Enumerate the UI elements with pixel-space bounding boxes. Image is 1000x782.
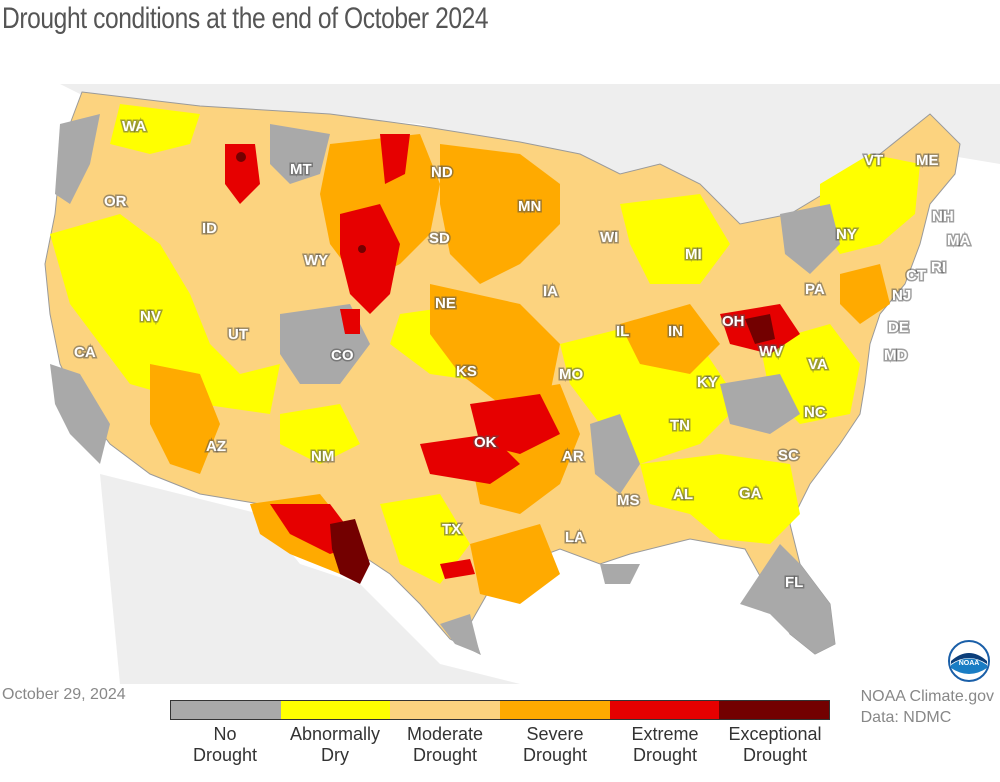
state-label: NV	[140, 308, 161, 325]
state-label: RI	[931, 259, 946, 276]
legend-swatch-severe	[500, 701, 610, 719]
state-label: MD	[884, 347, 907, 364]
credit-source: NOAA Climate.gov	[860, 688, 994, 705]
legend-label-no-drought: No Drought	[192, 724, 258, 765]
state-label: MN	[518, 198, 541, 215]
state-label: KY	[697, 374, 718, 391]
legend-swatch-abnormally-dry	[280, 701, 391, 719]
state-label: VA	[808, 356, 828, 373]
noaa-logo: NOAA	[948, 640, 990, 687]
legend-label-severe: Severe Drought	[522, 724, 588, 765]
extreme-drought-areas	[225, 134, 800, 579]
state-label: NY	[836, 226, 857, 243]
legend-label-abnormally-dry: Abnormally Dry	[289, 724, 381, 765]
state-label: NJ	[892, 287, 911, 304]
state-label: IL	[616, 323, 629, 340]
legend-label-extreme: Extreme Drought	[631, 724, 699, 765]
legend-swatch-extreme	[609, 701, 720, 719]
state-label: MS	[617, 492, 640, 509]
state-label: MA	[947, 232, 970, 249]
state-label: IN	[668, 323, 683, 340]
drought-legend: No Drought Abnormally Dry Moderate Drought …	[170, 700, 830, 766]
map-title: Drought conditions at the end of October…	[2, 2, 489, 35]
state-label: PA	[805, 281, 825, 298]
state-label: MO	[559, 366, 583, 383]
state-label: CO	[331, 347, 354, 364]
state-label: OK	[474, 434, 497, 451]
state-label: LA	[565, 529, 585, 546]
state-label: IA	[543, 283, 558, 300]
state-label: VT	[864, 152, 883, 169]
state-label: SD	[429, 230, 450, 247]
exceptional-drought-areas	[236, 152, 775, 584]
state-label: AR	[562, 448, 584, 465]
state-label: FL	[785, 574, 803, 591]
state-label: ME	[916, 152, 939, 169]
legend-label-moderate: Moderate Drought	[406, 724, 484, 765]
state-label: NM	[311, 448, 334, 465]
state-label: AL	[673, 486, 693, 503]
state-label: WY	[304, 252, 328, 269]
state-label: DE	[888, 319, 909, 336]
state-labels: WA OR CA NV ID MT WY UT AZ CO NM ND SD N…	[73, 117, 972, 593]
state-label: NE	[435, 295, 456, 312]
state-label: WI	[600, 229, 618, 246]
legend-label-exceptional: Exceptional Drought	[728, 724, 822, 765]
state-label: NH	[932, 208, 954, 225]
mexico-land	[100, 474, 520, 684]
state-label: NC	[804, 404, 826, 421]
state-label: ID	[202, 220, 217, 237]
state-label: AZ	[206, 438, 226, 455]
legend-swatch-no-drought	[171, 701, 281, 719]
state-label: OH	[722, 313, 745, 330]
date-label: October 29, 2024	[2, 686, 126, 703]
state-label: KS	[456, 363, 477, 380]
state-label: WA	[122, 118, 146, 135]
svg-text:NOAA: NOAA	[959, 660, 980, 667]
state-label: MI	[685, 246, 702, 263]
state-label: TN	[670, 417, 690, 434]
state-label: SC	[778, 447, 799, 464]
state-label: CT	[906, 267, 926, 284]
credit-text: NOAA Climate.gov Data: NDMC	[861, 686, 994, 728]
credit-data: Data: NDMC	[860, 709, 952, 726]
state-label: OR	[104, 193, 127, 210]
legend-color-bar	[170, 700, 830, 720]
state-label: ND	[431, 164, 453, 181]
state-label: UT	[228, 326, 248, 343]
drought-map: WA OR CA NV ID MT WY UT AZ CO NM ND SD N…	[0, 44, 1000, 684]
legend-swatch-moderate	[390, 701, 501, 719]
state-label: MT	[290, 161, 312, 178]
legend-swatch-exceptional	[719, 701, 830, 719]
state-label: GA	[739, 485, 762, 502]
state-label: WV	[759, 343, 783, 360]
state-label: CA	[74, 344, 96, 361]
legend-labels: No Drought Abnormally Dry Moderate Drought …	[170, 724, 830, 766]
state-label: TX	[442, 521, 461, 538]
